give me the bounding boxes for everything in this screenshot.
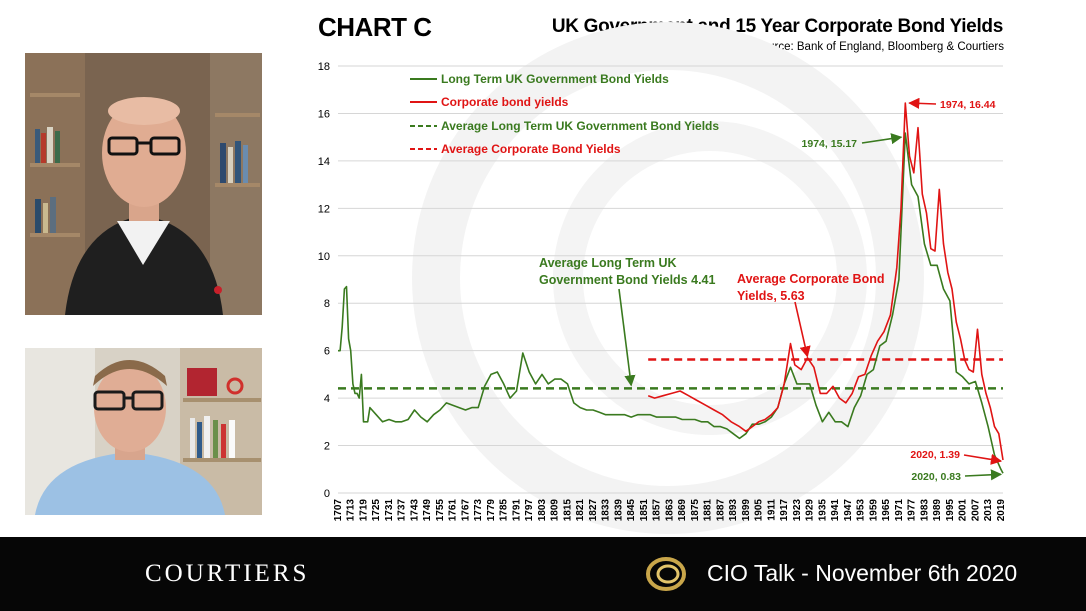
y-tick-label: 12 [318, 203, 330, 215]
x-tick-label: 1875 [690, 499, 701, 522]
corp-end-arrow [963, 453, 1003, 465]
x-tick-label: 1737 [397, 499, 408, 522]
x-tick-label: 2001 [958, 499, 969, 522]
y-tick-label: 4 [324, 393, 330, 405]
x-tick-label: 1755 [435, 499, 446, 522]
x-tick-label: 1815 [562, 499, 573, 522]
x-tick-label: 1851 [639, 499, 650, 522]
y-tick-label: 14 [318, 156, 330, 168]
x-tick-label: 1713 [346, 499, 357, 522]
participant-1-image [25, 53, 262, 315]
gov-average-arrow [618, 288, 636, 387]
x-tick-label: 1803 [537, 499, 548, 522]
x-tick-label: 1725 [371, 499, 382, 522]
y-tick-label: 16 [318, 108, 330, 120]
x-tick-label: 1773 [473, 499, 484, 522]
x-tick-label: 1791 [511, 499, 522, 522]
x-tick-label: 1995 [945, 499, 956, 522]
gov-average-annotation-line1: Average Long Term UK [539, 256, 677, 270]
legend-label: Average Corporate Bond Yields [441, 142, 621, 156]
x-tick-label: 1989 [932, 499, 943, 522]
chart-label: CHART C [318, 12, 432, 42]
x-tick-label: 1839 [613, 499, 624, 522]
x-tick-label: 1977 [907, 499, 918, 522]
y-tick-label: 0 [324, 488, 330, 500]
x-tick-label: 1785 [499, 499, 510, 522]
gov-yield-line [338, 132, 1004, 474]
x-tick-label: 1845 [626, 499, 637, 522]
x-tick-label: 1797 [524, 499, 535, 522]
x-tick-label: 1935 [817, 499, 828, 522]
x-tick-label: 1827 [588, 499, 599, 522]
corp-end-label: 2020, 1.39 [910, 449, 960, 461]
x-tick-label: 1947 [843, 499, 854, 522]
x-tick-label: 1779 [486, 499, 497, 522]
x-tick-label: 1959 [868, 499, 879, 522]
x-tick-label: 1881 [703, 499, 714, 522]
x-tick-label: 1917 [779, 499, 790, 522]
x-tick-label: 1899 [741, 499, 752, 522]
x-tick-label: 1923 [792, 499, 803, 522]
brand-wordmark: COURTIERS [145, 560, 310, 587]
gov-end-arrow [964, 469, 1003, 481]
participant-video-2 [25, 348, 262, 515]
x-tick-label: 1965 [881, 499, 892, 522]
corp-peak-label: 1974, 16.44 [940, 99, 996, 111]
session-title: CIO Talk - November 6th 2020 [707, 560, 1018, 586]
watermark-ring-outer [412, 22, 924, 534]
corp-yield-line [647, 102, 1004, 461]
x-tick-label: 1941 [830, 499, 841, 522]
x-tick-label: 1743 [409, 499, 420, 522]
x-tick-label: 1767 [460, 499, 471, 522]
x-tick-label: 1731 [384, 499, 395, 522]
participant-2-image [25, 348, 262, 515]
x-tick-label: 1971 [894, 499, 905, 522]
x-tick-label: 1905 [754, 499, 765, 522]
y-tick-label: 6 [324, 346, 330, 358]
x-tick-label: 1857 [652, 499, 663, 522]
watermark-ring-inner [553, 121, 867, 435]
chart-source: Source: Bank of England, Bloomberg & Cou… [754, 41, 1004, 53]
x-tick-label: 1863 [664, 499, 675, 522]
gov-peak-label: 1974, 15.17 [802, 138, 858, 150]
x-tick-label: 1809 [550, 499, 561, 522]
x-tick-label: 1719 [358, 499, 369, 522]
corp-average-annotation-line1: Average Corporate Bond [737, 272, 884, 286]
x-tick-label: 2007 [970, 499, 981, 522]
x-tick-label: 1887 [715, 499, 726, 522]
x-tick-label: 1749 [422, 499, 433, 522]
legend-label: Average Long Term UK Government Bond Yie… [441, 119, 719, 133]
x-tick-label: 1833 [601, 499, 612, 522]
x-tick-label: 1869 [677, 499, 688, 522]
y-tick-label: 18 [318, 61, 330, 73]
corp-average-arrow [794, 301, 811, 358]
x-tick-label: 1983 [919, 499, 930, 522]
gov-end-label: 2020, 0.83 [911, 471, 961, 483]
x-tick-label: 1707 [333, 499, 344, 522]
legend-label: Long Term UK Government Bond Yields [441, 72, 669, 86]
courtiers-logo-icon [646, 557, 686, 591]
x-tick-label: 1953 [856, 499, 867, 522]
y-tick-label: 10 [318, 251, 330, 263]
x-tick-label: 1821 [575, 499, 586, 522]
corp-peak-arrow [908, 97, 937, 109]
x-tick-label: 1761 [448, 499, 459, 522]
corp-average-annotation-line2: Yields, 5.63 [737, 289, 805, 303]
footer-bar [0, 537, 1086, 611]
gov-average-annotation-line2: Government Bond Yields 4.41 [539, 273, 715, 287]
y-tick-label: 8 [324, 298, 330, 310]
participant-video-1 [25, 53, 262, 315]
x-tick-label: 1929 [805, 499, 816, 522]
x-tick-label: 1911 [766, 499, 777, 521]
legend-label: Corporate bond yields [441, 95, 569, 109]
x-tick-label: 1893 [728, 499, 739, 522]
gov-peak-arrow [861, 133, 903, 145]
x-tick-label: 2019 [996, 499, 1007, 522]
x-tick-label: 2013 [983, 499, 994, 522]
y-tick-label: 2 [324, 441, 330, 453]
